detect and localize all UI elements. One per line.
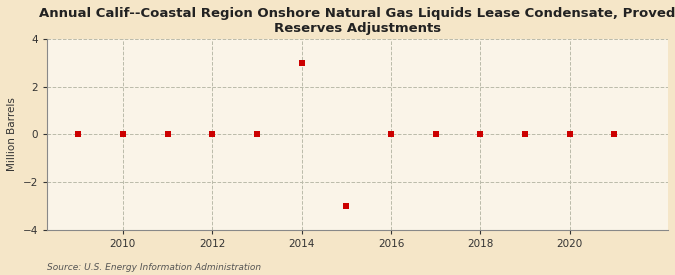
Title: Annual Calif--Coastal Region Onshore Natural Gas Liquids Lease Condensate, Prove: Annual Calif--Coastal Region Onshore Nat… xyxy=(39,7,675,35)
Y-axis label: Million Barrels: Million Barrels xyxy=(7,97,17,171)
Text: Source: U.S. Energy Information Administration: Source: U.S. Energy Information Administ… xyxy=(47,263,261,272)
